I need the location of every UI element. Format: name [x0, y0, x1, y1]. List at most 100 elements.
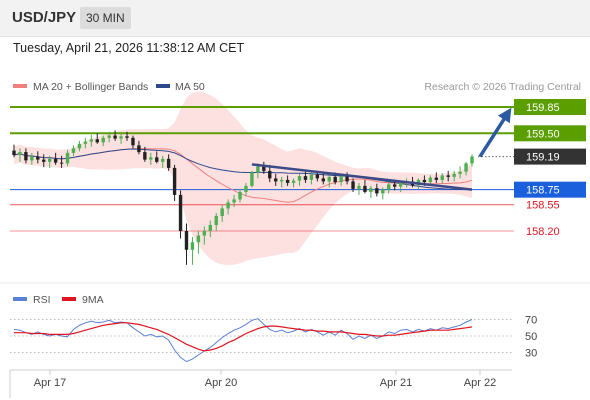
candle-body — [95, 139, 99, 143]
credit-text: Research © 2026 Trading Central — [424, 81, 581, 93]
candle-body — [119, 136, 123, 139]
candle-body — [452, 173, 456, 177]
candle-body — [279, 179, 284, 182]
timestamp: Tuesday, April 21, 2026 11:38:12 AM CET — [13, 41, 245, 55]
candle-body — [71, 148, 76, 153]
candle-body — [363, 185, 367, 192]
rsi-pane: 70 50 30 — [10, 315, 537, 363]
candle-body — [434, 177, 439, 180]
level-158-20-label: 158.20 — [526, 226, 560, 238]
annotations — [251, 107, 512, 191]
level-159-85-label: 159.85 — [526, 102, 560, 114]
candle-body — [172, 167, 177, 195]
x-tick-label: Apr 22 — [464, 377, 496, 389]
candle-body — [12, 150, 16, 156]
target-arrow — [478, 107, 512, 158]
x-tick-label: Apr 20 — [205, 377, 237, 389]
x-axis: Apr 17 Apr 20 Apr 21 Apr 22 — [34, 370, 496, 389]
rsi-line — [13, 318, 473, 363]
symbol-label: USD/JPY — [12, 9, 77, 26]
level-159-50-label-box — [514, 125, 586, 142]
rsi-level-70-label: 70 — [525, 315, 537, 327]
candle-body — [339, 176, 343, 183]
candle-body — [321, 178, 325, 182]
candle-body — [83, 141, 88, 144]
candle-body — [113, 135, 117, 139]
candle-body — [244, 185, 248, 192]
rsi9ma-legend-swatch — [62, 297, 76, 301]
candle-body — [59, 162, 64, 164]
candle-body — [274, 178, 278, 182]
candle-body — [357, 185, 361, 189]
candle-body — [464, 163, 468, 172]
candle-body — [422, 179, 427, 183]
candle-body — [458, 171, 462, 174]
candle-body — [30, 156, 34, 161]
bollinger-band — [14, 91, 472, 265]
candle-body — [208, 224, 212, 231]
rsi-9ma-line — [14, 322, 473, 352]
candle-body — [268, 170, 272, 179]
price-level-labels: 159.85 159.50 159.19 158.75 158.55 158.20 — [514, 99, 586, 238]
bollinger-band-area — [14, 91, 472, 265]
candle-body — [47, 158, 52, 162]
candle-body — [101, 137, 105, 143]
candle-body — [24, 152, 28, 161]
level-158-75-label: 158.75 — [526, 185, 560, 197]
candle-body — [166, 158, 171, 168]
candle-body — [345, 176, 349, 182]
candle-body — [143, 152, 147, 160]
candle-body — [18, 152, 22, 156]
candle-body — [351, 181, 355, 189]
level-159-85-label-box — [514, 99, 586, 115]
price-level-lines — [10, 106, 514, 232]
candle-body — [440, 175, 444, 180]
candle-body — [256, 166, 260, 173]
candle-body — [398, 182, 403, 187]
candle-body — [291, 180, 296, 183]
candle-body — [309, 174, 314, 180]
candle-body — [297, 176, 302, 181]
candle-body — [149, 157, 153, 160]
x-tick-label: Apr 17 — [34, 377, 66, 389]
candle-body — [226, 202, 230, 209]
candle-body — [77, 143, 82, 149]
level-159-19-label: 159.19 — [526, 152, 560, 164]
ma50-legend-swatch — [156, 84, 170, 88]
candle-body — [333, 176, 337, 183]
rsi-level-30-label: 30 — [525, 348, 537, 360]
rsi-level-50-label: 50 — [525, 331, 537, 343]
candle-body — [232, 199, 236, 203]
candle-body — [202, 231, 207, 236]
candle-body — [387, 184, 391, 190]
level-158-55-label: 158.55 — [526, 200, 560, 212]
timeframe-button[interactable]: 30 MIN — [80, 7, 131, 29]
candle-body — [470, 156, 474, 164]
rsi9ma-legend-label: 9MA — [82, 294, 104, 306]
ma50-line — [13, 148, 473, 190]
candle-body — [161, 158, 165, 162]
candle-body — [196, 235, 201, 243]
candle-body — [125, 136, 129, 138]
candle-body — [381, 189, 385, 194]
candle-body — [65, 152, 70, 164]
trendline — [251, 163, 473, 191]
candle-body — [155, 157, 159, 162]
candle-body — [285, 179, 290, 183]
candle-body — [369, 188, 373, 192]
ma20-legend-label: MA 20 + Bollinger Bands — [33, 81, 148, 93]
chart-header: USD/JPY 30 MIN — [0, 0, 590, 37]
x-tick-label: Apr 21 — [380, 377, 412, 389]
candle-body — [303, 176, 308, 180]
candle-body — [36, 156, 40, 160]
level-159-50-label: 159.50 — [526, 128, 560, 140]
candle-body — [107, 135, 111, 138]
candle-body — [178, 194, 183, 231]
candle-body — [327, 176, 331, 182]
candle-body — [184, 231, 189, 250]
candle-body — [315, 174, 320, 179]
candle-body — [137, 145, 141, 153]
candle-body — [392, 184, 397, 187]
